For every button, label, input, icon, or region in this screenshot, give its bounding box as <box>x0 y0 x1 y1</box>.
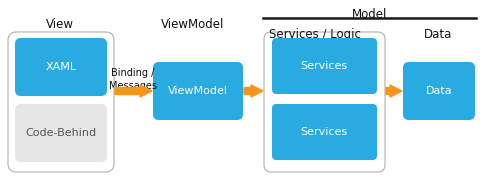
FancyBboxPatch shape <box>8 32 114 172</box>
Text: Services / Logic: Services / Logic <box>268 28 360 41</box>
FancyBboxPatch shape <box>153 62 242 120</box>
FancyBboxPatch shape <box>15 38 107 96</box>
Text: Code-Behind: Code-Behind <box>25 128 96 138</box>
Text: XAML: XAML <box>45 62 76 72</box>
Text: Services: Services <box>300 127 347 137</box>
Text: Data: Data <box>425 86 451 96</box>
Text: Binding /
Messages: Binding / Messages <box>109 68 156 91</box>
Text: Data: Data <box>423 28 451 41</box>
Text: ViewModel: ViewModel <box>161 18 224 31</box>
FancyBboxPatch shape <box>402 62 474 120</box>
Polygon shape <box>243 85 263 97</box>
Polygon shape <box>115 85 152 97</box>
Text: Model: Model <box>351 8 387 21</box>
Text: ViewModel: ViewModel <box>168 86 228 96</box>
Text: Services: Services <box>300 61 347 71</box>
Text: View: View <box>46 18 74 31</box>
FancyBboxPatch shape <box>15 104 107 162</box>
Polygon shape <box>385 85 401 97</box>
FancyBboxPatch shape <box>264 32 384 172</box>
FancyBboxPatch shape <box>271 104 376 160</box>
FancyBboxPatch shape <box>271 38 376 94</box>
